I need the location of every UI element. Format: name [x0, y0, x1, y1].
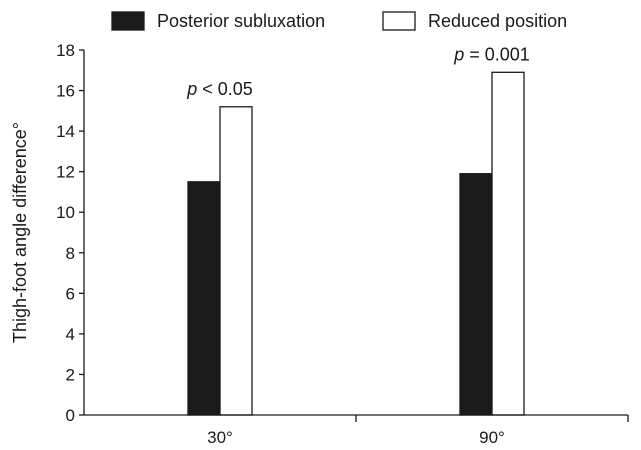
x-tick-label: 90° [479, 428, 505, 447]
legend-label: Posterior subluxation [157, 11, 325, 31]
p-symbol: p [453, 44, 464, 64]
legend: Posterior subluxation Reduced position [111, 11, 567, 31]
p-value: 0.001 [485, 44, 530, 64]
p-value-annotation: p = 0.001 [453, 44, 530, 64]
y-tick-label: 4 [66, 325, 75, 344]
x-tick-label: 30° [207, 428, 233, 447]
annotations: p < 0.05p = 0.001 [186, 44, 530, 98]
y-axis-ticks: 0 2 4 6 8 10 12 14 16 18 [56, 41, 84, 425]
bar-reduced-position-1 [491, 71, 525, 416]
p-value: 0.05 [218, 79, 253, 99]
bars [187, 71, 525, 416]
p-symbol: p [186, 79, 197, 99]
y-tick-label: 2 [66, 365, 75, 384]
p-value-annotation: p < 0.05 [186, 79, 253, 99]
y-tick-label: 6 [66, 284, 75, 303]
y-tick-label: 10 [56, 203, 75, 222]
p-relation: < [197, 79, 218, 99]
y-tick-label: 12 [56, 163, 75, 182]
y-axis-label: Thigh-foot angle difference° [10, 122, 30, 343]
y-tick-label: 8 [66, 244, 75, 263]
legend-swatch [382, 11, 416, 31]
y-tick-label: 14 [56, 122, 75, 141]
bar-reduced-position-0 [219, 106, 253, 416]
legend-label: Reduced position [428, 11, 567, 31]
p-relation: = [464, 44, 485, 64]
x-axis-ticks: 30° 90° [207, 415, 629, 447]
y-tick-label: 18 [56, 41, 75, 60]
bar-posterior-subluxation-0 [187, 181, 221, 416]
y-tick-label: 0 [66, 406, 75, 425]
legend-swatch [111, 11, 145, 31]
bar-posterior-subluxation-1 [459, 173, 493, 416]
y-tick-label: 16 [56, 82, 75, 101]
